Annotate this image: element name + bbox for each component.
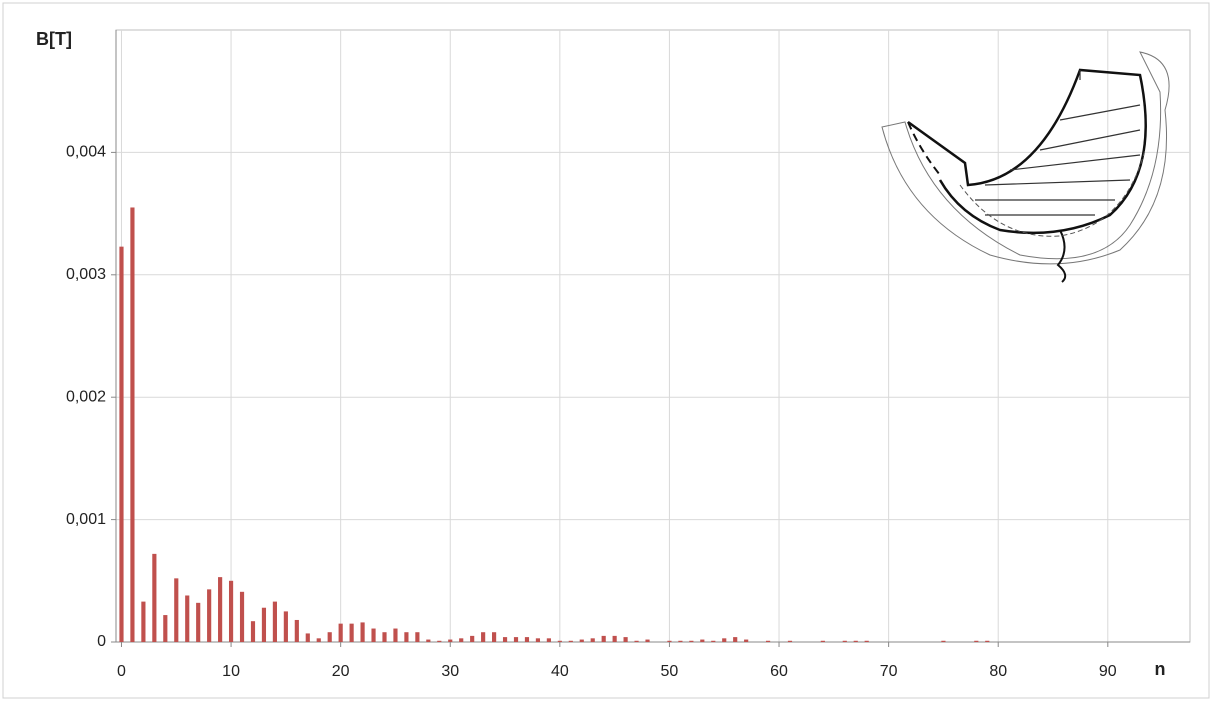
x-tick-label: 90 — [1099, 663, 1117, 680]
bar — [601, 635, 606, 642]
bar — [141, 601, 146, 642]
bar — [415, 632, 420, 642]
bar — [218, 577, 223, 642]
bar — [787, 640, 793, 642]
bar — [459, 638, 464, 642]
bar — [316, 638, 321, 642]
bar — [174, 578, 179, 642]
bar — [513, 637, 519, 642]
bar — [448, 639, 453, 642]
bar — [470, 635, 475, 642]
bar — [722, 638, 727, 642]
bar — [404, 632, 409, 642]
x-tick-label: 20 — [332, 663, 350, 680]
bar — [492, 632, 497, 642]
x-tick-label: 60 — [770, 663, 788, 680]
bar — [338, 623, 343, 642]
y-tick-label: 0,002 — [66, 388, 106, 405]
x-tick-label: 30 — [441, 663, 459, 680]
bar — [645, 639, 650, 642]
bar — [196, 602, 201, 642]
bar — [535, 638, 541, 642]
x-tick-label: 50 — [661, 663, 679, 680]
bar — [985, 640, 990, 642]
bar — [502, 637, 508, 642]
x-axis-label: n — [1155, 659, 1166, 679]
x-tick-label: 0 — [117, 663, 126, 680]
bar — [393, 628, 398, 642]
bar — [667, 640, 672, 642]
y-tick-label: 0,003 — [66, 266, 106, 283]
motor-illustration — [881, 51, 1170, 283]
bar — [700, 639, 705, 642]
bar — [481, 632, 486, 642]
x-tick-label: 70 — [880, 663, 898, 680]
bar — [371, 628, 376, 642]
bar — [382, 632, 387, 642]
y-tick-label: 0,001 — [66, 511, 106, 528]
bar — [546, 638, 551, 642]
bar — [765, 640, 771, 642]
bar — [711, 640, 716, 642]
bar — [250, 621, 256, 642]
y-tick-label: 0 — [97, 633, 106, 650]
bar — [207, 589, 212, 642]
bar — [612, 635, 617, 642]
bar — [437, 640, 442, 642]
bar — [634, 640, 639, 642]
y-axis-label: B[T] — [36, 29, 72, 49]
bar — [119, 246, 124, 642]
bar — [185, 595, 190, 642]
bar — [283, 611, 288, 642]
x-tick-label: 40 — [551, 663, 569, 680]
bar — [689, 640, 694, 642]
bar — [853, 640, 858, 642]
bar — [744, 639, 749, 642]
bar — [130, 207, 135, 643]
bar — [557, 640, 562, 642]
bar — [360, 622, 365, 642]
bar — [820, 640, 825, 642]
bar — [261, 607, 267, 642]
bar — [272, 601, 277, 642]
bar — [152, 553, 157, 642]
bar — [305, 633, 310, 642]
bar — [941, 640, 946, 642]
y-tick-label: 0,004 — [66, 144, 106, 161]
bar — [239, 591, 245, 642]
bar — [524, 637, 530, 642]
bar — [163, 615, 168, 642]
bar — [568, 640, 573, 642]
bar — [228, 580, 234, 642]
bar — [349, 623, 354, 642]
bar — [590, 638, 595, 642]
bar — [426, 639, 431, 642]
bar — [864, 640, 869, 642]
x-tick-label: 10 — [222, 663, 240, 680]
bar — [579, 639, 584, 642]
bar — [327, 632, 332, 642]
bar — [294, 619, 299, 642]
bar — [733, 637, 738, 642]
bar — [842, 640, 847, 642]
bar — [623, 637, 628, 642]
x-tick-label: 80 — [989, 663, 1007, 680]
bar — [678, 640, 683, 642]
bar — [974, 640, 979, 642]
